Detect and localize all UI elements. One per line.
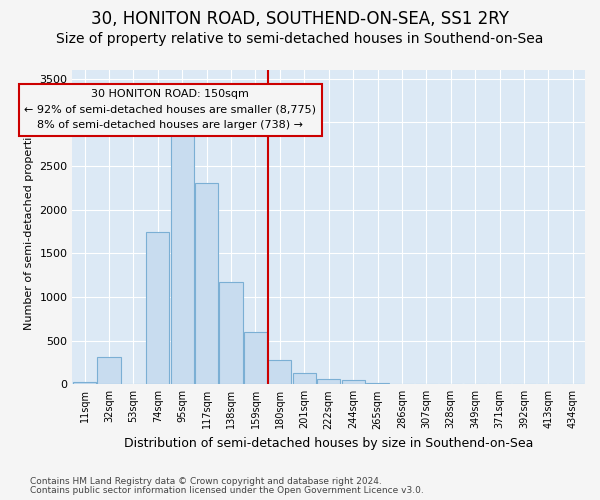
Bar [293,373,316,384]
Text: Size of property relative to semi-detached houses in Southend-on-Sea: Size of property relative to semi-detach… [56,32,544,46]
Bar [195,184,218,384]
Bar [97,357,121,384]
Bar [220,282,242,385]
X-axis label: Distribution of semi-detached houses by size in Southend-on-Sea: Distribution of semi-detached houses by … [124,437,533,450]
Text: 30 HONITON ROAD: 150sqm
← 92% of semi-detached houses are smaller (8,775)
8% of : 30 HONITON ROAD: 150sqm ← 92% of semi-de… [24,89,316,130]
Bar [170,129,194,384]
Text: 30, HONITON ROAD, SOUTHEND-ON-SEA, SS1 2RY: 30, HONITON ROAD, SOUTHEND-ON-SEA, SS1 2… [91,10,509,28]
Text: Contains HM Land Registry data © Crown copyright and database right 2024.: Contains HM Land Registry data © Crown c… [30,477,382,486]
Y-axis label: Number of semi-detached properties: Number of semi-detached properties [24,124,34,330]
Bar [244,332,267,384]
Bar [268,360,292,384]
Bar [146,232,169,384]
Bar [366,382,389,384]
Bar [317,378,340,384]
Bar [341,380,365,384]
Text: Contains public sector information licensed under the Open Government Licence v3: Contains public sector information licen… [30,486,424,495]
Bar [73,382,96,384]
